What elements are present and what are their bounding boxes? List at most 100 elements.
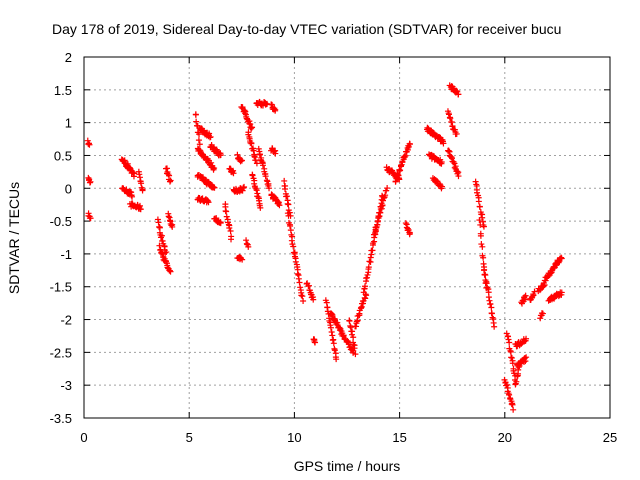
data-point — [167, 177, 174, 184]
data-point — [477, 221, 484, 228]
data-point — [508, 354, 515, 361]
data-point — [364, 271, 371, 278]
data-point — [475, 198, 482, 205]
data-point — [395, 172, 402, 179]
y-tick-label: 1.5 — [54, 83, 72, 98]
data-point — [238, 255, 245, 262]
chart-title: Day 178 of 2019, Sidereal Day-to-day VTE… — [52, 21, 561, 37]
data-point — [287, 223, 294, 230]
y-tick-label: -1.5 — [50, 280, 72, 295]
data-point — [239, 256, 246, 263]
data-point — [402, 220, 409, 227]
data-point — [158, 249, 165, 256]
data-point — [217, 151, 224, 158]
data-point — [352, 351, 359, 358]
data-point — [249, 172, 256, 179]
x-tick-label: 15 — [392, 430, 406, 445]
data-points — [84, 82, 565, 413]
data-point — [158, 232, 165, 239]
data-point — [234, 151, 241, 158]
data-point — [474, 189, 481, 196]
data-point — [294, 270, 301, 277]
data-point — [242, 110, 249, 117]
data-point — [257, 204, 264, 211]
data-point — [350, 334, 357, 341]
data-point — [166, 178, 173, 185]
data-point — [480, 223, 487, 230]
data-point — [374, 218, 381, 225]
data-point — [298, 292, 305, 299]
data-point — [331, 347, 338, 354]
data-point — [296, 279, 303, 286]
y-tick-label: 1 — [65, 116, 72, 131]
data-point — [558, 289, 565, 296]
data-point — [87, 178, 94, 185]
data-point — [250, 147, 257, 154]
data-point — [449, 123, 456, 130]
data-point — [159, 250, 166, 257]
grid-lines — [84, 57, 610, 418]
data-point — [482, 272, 489, 279]
data-point — [488, 310, 495, 317]
data-point — [272, 107, 279, 114]
data-point — [539, 310, 546, 317]
data-point — [398, 162, 405, 169]
data-point — [230, 170, 237, 177]
data-point — [165, 213, 172, 220]
data-point — [366, 258, 373, 265]
data-point — [477, 232, 484, 239]
data-point — [406, 141, 413, 148]
data-point — [491, 323, 498, 330]
data-point — [131, 170, 138, 177]
data-point — [328, 328, 335, 335]
data-point — [438, 159, 445, 166]
y-tick-label: -2 — [60, 313, 72, 328]
data-point — [523, 335, 530, 342]
data-point — [284, 210, 291, 217]
y-tick-label: 2 — [65, 50, 72, 65]
data-point — [217, 220, 224, 227]
data-point — [406, 229, 413, 236]
data-point — [169, 223, 176, 230]
y-axis-label: SDTVAR / TECUs — [6, 182, 22, 294]
data-point — [333, 356, 340, 363]
data-point — [488, 304, 495, 311]
plot-frame — [83, 56, 611, 419]
data-point — [330, 340, 337, 347]
x-tick-label: 5 — [186, 430, 193, 445]
data-point — [195, 137, 202, 144]
data-point — [350, 347, 357, 354]
data-point — [272, 147, 279, 154]
data-point — [156, 224, 163, 231]
data-point — [340, 332, 347, 339]
x-axis-label: GPS time / hours — [294, 458, 401, 474]
x-tick-label: 10 — [287, 430, 301, 445]
y-tick-label: -3 — [60, 378, 72, 393]
data-point — [266, 185, 273, 192]
data-point — [479, 243, 486, 250]
data-point — [251, 152, 258, 159]
data-point — [192, 111, 199, 118]
data-point — [196, 131, 203, 138]
data-point — [478, 241, 485, 248]
data-point — [248, 140, 255, 147]
data-point — [290, 243, 297, 250]
data-point — [256, 151, 263, 158]
data-point — [506, 391, 513, 398]
data-point — [506, 339, 513, 346]
data-point — [353, 318, 360, 325]
data-point — [360, 289, 367, 296]
data-point — [205, 199, 212, 206]
y-tick-labels: -3.5 -3 -2.5 -2 -1.5 -1 -0.5 0 0.5 1 1.5 2 — [50, 50, 72, 426]
data-point — [365, 264, 372, 271]
data-point — [346, 318, 353, 325]
data-point — [397, 167, 404, 174]
data-point — [276, 202, 283, 209]
data-point — [327, 324, 334, 331]
data-point — [507, 348, 514, 355]
data-point — [253, 160, 260, 167]
x-tick-label: 20 — [498, 430, 512, 445]
data-point — [476, 217, 483, 224]
data-point — [207, 133, 214, 140]
data-point — [455, 173, 462, 180]
